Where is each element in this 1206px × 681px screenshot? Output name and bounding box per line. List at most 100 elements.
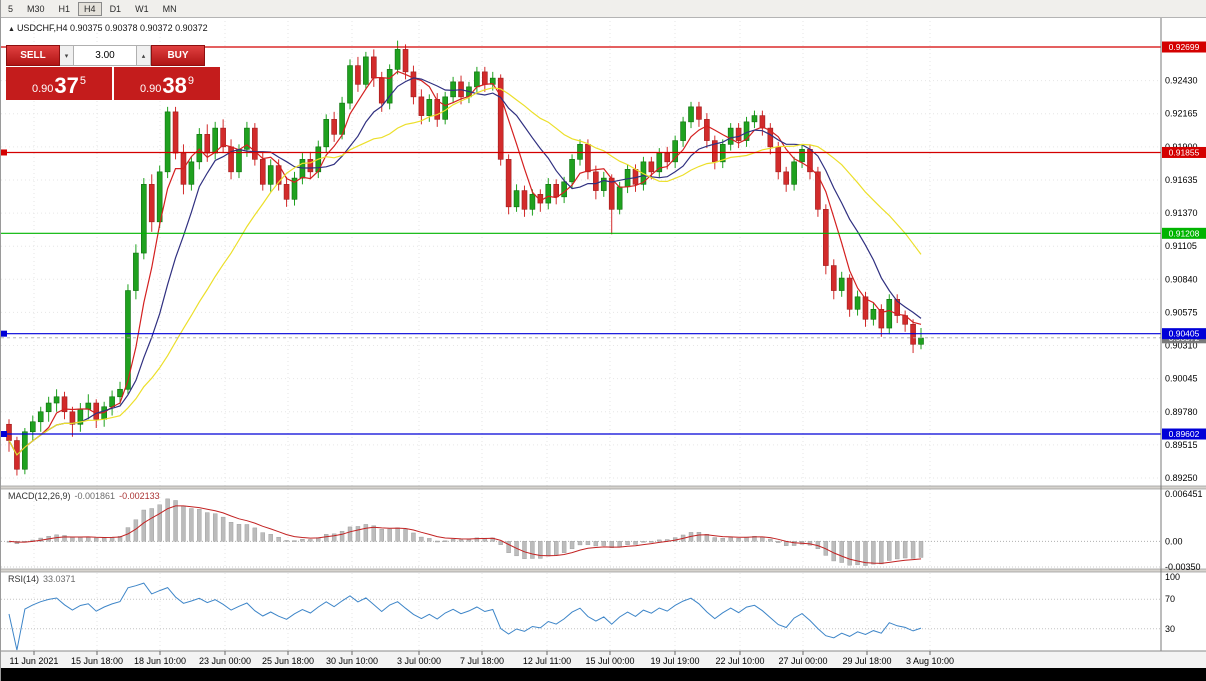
candle [141, 184, 147, 254]
candle [212, 127, 218, 154]
svg-text:0.91370: 0.91370 [1165, 208, 1198, 218]
candle [402, 49, 409, 73]
macd-bar [466, 539, 472, 542]
svg-text:18 Jun 10:00: 18 Jun 10:00 [134, 656, 186, 666]
macd-bar [347, 526, 353, 542]
timeframe-button-d1[interactable]: D1 [104, 2, 128, 16]
timeframe-button-w1[interactable]: W1 [129, 2, 155, 16]
timeframe-button-h1[interactable]: H1 [53, 2, 77, 16]
macd-bar [165, 498, 170, 542]
macd-bar [181, 505, 186, 542]
macd-bar [308, 539, 313, 542]
candle [585, 144, 591, 173]
macd-bar [395, 527, 400, 542]
candle [109, 396, 115, 408]
candle [878, 308, 885, 329]
macd-bar [205, 512, 210, 542]
chart-canvas[interactable]: 0.92430 0.92165 0.91900 0.91635 0.91370 0.911… [1, 17, 1206, 681]
macd-bar [244, 524, 250, 542]
candle [664, 152, 671, 163]
candle [29, 421, 36, 433]
macd-bar [506, 541, 511, 553]
macd-bar [776, 541, 781, 543]
svg-text:0.91105: 0.91105 [1165, 241, 1197, 251]
buy-price-display[interactable]: 0.90 38 9 [114, 67, 220, 100]
candle [307, 159, 314, 173]
candle [672, 140, 678, 163]
candle [22, 431, 28, 470]
candle [244, 127, 250, 150]
price-axis: 0.92430 0.92165 0.91900 0.91635 0.91370 0.911… [1160, 17, 1206, 651]
candle [870, 308, 877, 320]
macd-bar [522, 541, 527, 559]
chart-symbol: USDCHF,H4 [16, 23, 68, 33]
macd-indicator-label: MACD(12,26,9) -0.001861 -0.002133 [8, 491, 160, 501]
sell-price-main: 37 [54, 73, 79, 98]
timeframe-button-h4[interactable]: H4 [78, 1, 102, 16]
rsi-panel [1, 582, 1161, 651]
svg-text:100: 100 [1165, 572, 1180, 582]
macd-bar [768, 538, 773, 542]
svg-text:0.90045: 0.90045 [1165, 374, 1198, 384]
candle [378, 77, 385, 104]
collapse-arrow-icon[interactable]: ▲ [8, 26, 15, 33]
macd-bar [561, 541, 567, 553]
ma-line-fast [8, 70, 922, 456]
candle [735, 127, 742, 141]
candle [910, 323, 916, 345]
macd-bar [363, 524, 369, 542]
macd-bar [863, 541, 868, 566]
buy-button[interactable]: BUY [151, 45, 205, 66]
macd-bar [712, 537, 718, 542]
macd-bar [910, 541, 916, 559]
macd-bar [577, 541, 583, 546]
buy-price-main: 38 [162, 73, 187, 98]
candle [696, 106, 702, 120]
candle [69, 411, 76, 425]
macd-bar [411, 532, 416, 542]
sell-button[interactable]: SELL [6, 45, 60, 66]
candle [767, 127, 774, 148]
timeframe-button-5[interactable]: 5 [2, 2, 19, 16]
macd-bar [625, 541, 630, 545]
candle [838, 277, 845, 291]
candle [148, 184, 155, 223]
price-tag [1162, 428, 1206, 440]
svg-text:0.89515: 0.89515 [1165, 440, 1198, 450]
candle [450, 81, 456, 98]
macd-bar [236, 524, 242, 542]
timeframe-button-mn[interactable]: MN [157, 2, 183, 16]
candle [719, 144, 726, 163]
svg-text:0.89602: 0.89602 [1169, 429, 1200, 439]
svg-text:12 Jul 11:00: 12 Jul 11:00 [523, 656, 571, 666]
candle [513, 190, 520, 208]
macd-bar [530, 541, 535, 559]
sell-price-display[interactable]: 0.90 37 5 [6, 67, 112, 100]
rsi-value: 33.0371 [43, 574, 76, 584]
svg-text:0.90405: 0.90405 [1169, 329, 1200, 339]
macd-bar [879, 541, 884, 565]
moving-averages-layer [8, 70, 922, 456]
macd-bar [736, 538, 741, 542]
candle [37, 411, 44, 423]
timeframe-button-m30[interactable]: M30 [21, 2, 51, 16]
candle [363, 56, 369, 85]
svg-text:0.92165: 0.92165 [1165, 109, 1198, 119]
macd-signal-value: -0.002133 [119, 491, 160, 501]
volume-up-button[interactable]: ▴ [137, 45, 151, 66]
candle [196, 134, 203, 163]
price-divider [112, 67, 114, 100]
volume-input[interactable] [74, 45, 137, 66]
candle [569, 159, 575, 183]
macd-bar [331, 533, 337, 542]
macd-bar [760, 536, 765, 542]
macd-bar [546, 541, 551, 557]
volume-down-button[interactable]: ▾ [60, 45, 74, 66]
macd-bar [918, 541, 924, 558]
svg-text:0.92430: 0.92430 [1165, 76, 1198, 86]
macd-bar [260, 532, 265, 542]
candle [474, 71, 480, 88]
candle [299, 159, 306, 179]
price-tag [1162, 41, 1206, 53]
candle [291, 177, 298, 200]
